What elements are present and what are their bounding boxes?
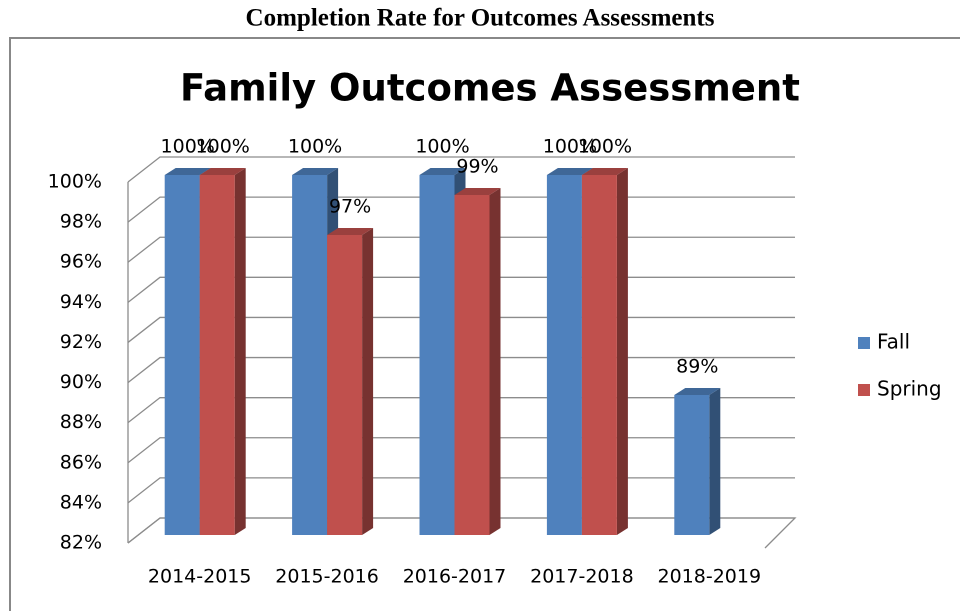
bar-face [674,395,710,535]
y-tick-label: 100% [48,171,102,193]
data-label: 99% [456,156,498,178]
data-label: 100% [543,136,597,158]
bar-face [327,228,374,235]
bar-face [164,175,200,535]
legend-label: Spring [877,377,942,401]
data-label: 100% [578,136,632,158]
legend-swatch [858,384,870,396]
data-label: 100% [161,136,215,158]
bar-face [164,168,211,175]
bar-face [292,168,339,175]
chart-title: Family Outcomes Assessment [180,67,800,110]
data-label: 97% [329,196,371,218]
chart-frame [9,37,960,611]
bar-face [327,235,363,535]
y-tick-label: 92% [60,331,102,353]
bar-face [362,228,374,535]
bar-face [581,175,617,535]
y-tick-label: 94% [60,291,102,313]
y-tick-label: 88% [60,411,102,433]
page-title: Completion Rate for Outcomes Assessments [246,5,715,32]
bar-face [419,175,455,535]
data-label: 100% [196,136,250,158]
bar [327,228,374,535]
y-tick-label: 90% [60,371,102,393]
bar-face [199,168,246,175]
bar-face [546,168,593,175]
x-tick-label: 2014-2015 [148,566,252,588]
grid-line [127,156,795,183]
bar-face [709,388,721,535]
bar-face [489,188,501,535]
y-tick-label: 96% [60,251,102,273]
bar-face [546,175,582,535]
x-tick-label: 2018-2019 [658,566,762,588]
bar-face [454,188,501,195]
bar [581,168,628,535]
bar [674,388,721,535]
bar [454,188,501,535]
bar-face [292,175,328,535]
bar-face [454,195,490,535]
data-label: 89% [676,356,718,378]
data-label: 100% [288,136,342,158]
y-tick-label: 86% [60,451,102,473]
bar-face [674,388,721,395]
x-tick-label: 2017-2018 [530,566,634,588]
bar [199,168,246,535]
legend-label: Fall [877,330,910,354]
x-tick-label: 2016-2017 [403,566,507,588]
bar-face [199,175,235,535]
x-tick-label: 2015-2016 [275,566,379,588]
bar-face [419,168,466,175]
bar-face [234,168,246,535]
bar-face [616,168,628,535]
y-tick-label: 82% [60,532,102,554]
y-tick-label: 84% [60,491,102,513]
legend-swatch [858,337,870,349]
data-label: 100% [415,136,469,158]
bar-face [581,168,628,175]
y-tick-label: 98% [60,211,102,233]
